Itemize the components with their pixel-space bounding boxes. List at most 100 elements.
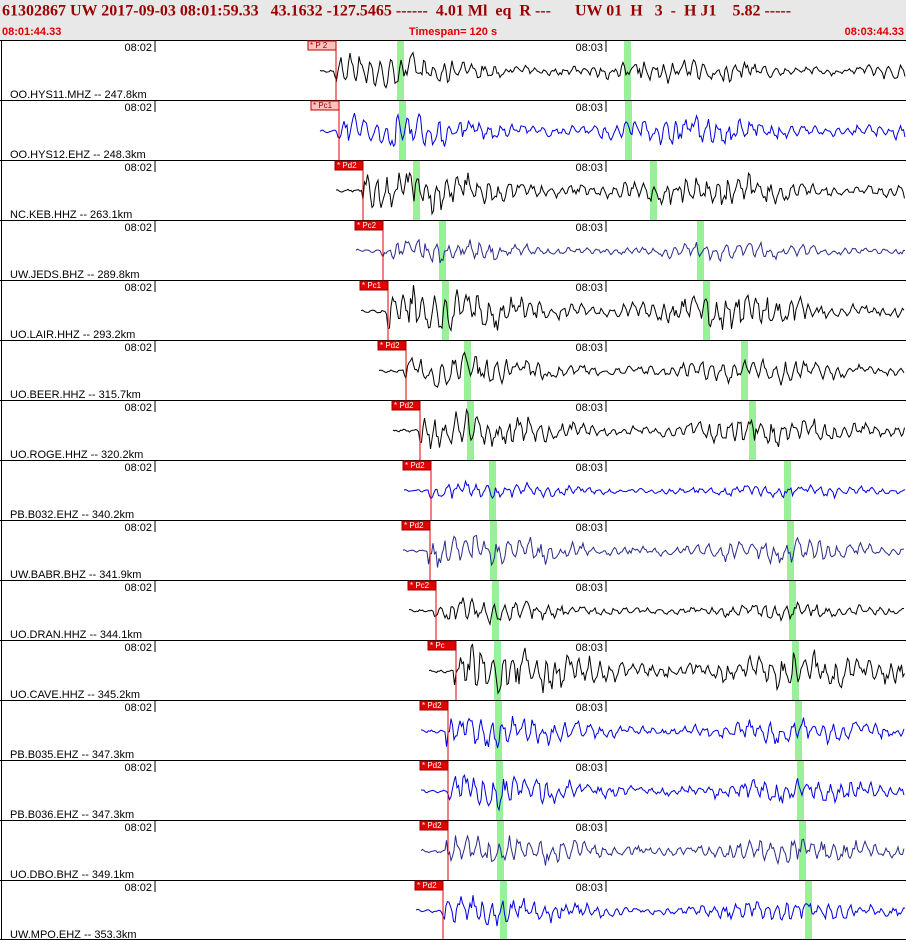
pick-box bbox=[427, 640, 457, 651]
header-bg bbox=[0, 0, 906, 40]
time-label: 08:02 bbox=[124, 42, 152, 54]
time-label: 08:03 bbox=[575, 642, 603, 654]
station-label: UW.MPO.EHZ -- 353.3km bbox=[10, 929, 137, 940]
pick-label: * Pd2 bbox=[405, 461, 425, 470]
waveform bbox=[415, 895, 906, 927]
time-label: 08:03 bbox=[575, 42, 603, 54]
pick-box bbox=[359, 280, 389, 291]
waveform bbox=[378, 351, 905, 388]
phase-marker bbox=[703, 281, 710, 340]
waveform bbox=[355, 238, 906, 264]
phase-marker bbox=[397, 41, 404, 100]
pick-label: * Pd2 bbox=[422, 701, 442, 710]
time-label: 08:02 bbox=[124, 342, 152, 354]
phase-marker bbox=[650, 161, 657, 220]
pick-label: * P 2 bbox=[310, 41, 328, 50]
phase-marker bbox=[442, 281, 449, 340]
time-label: 08:03 bbox=[575, 882, 603, 894]
pick-box bbox=[377, 340, 407, 351]
time-label: 08:02 bbox=[124, 702, 152, 714]
phase-marker bbox=[399, 101, 406, 160]
phase-marker bbox=[494, 641, 501, 700]
phase-marker bbox=[697, 221, 704, 280]
pick-label: * Pc bbox=[430, 641, 445, 650]
pick-box bbox=[419, 820, 449, 831]
station-label: PB.B035.EHZ -- 347.3km bbox=[10, 749, 134, 761]
pick-box bbox=[407, 580, 437, 591]
pick-box bbox=[391, 400, 421, 411]
phase-marker bbox=[787, 521, 794, 580]
time-label: 08:02 bbox=[124, 402, 152, 414]
waveform bbox=[392, 407, 905, 449]
pick-label: * Pd2 bbox=[337, 161, 357, 170]
pick-label: * Pc1 bbox=[362, 281, 382, 290]
time-label: 08:02 bbox=[124, 822, 152, 834]
station-label: OO.HYS12.EHZ -- 248.3km bbox=[10, 149, 146, 161]
pick-label: * Pc2 bbox=[410, 581, 430, 590]
time-label: 08:02 bbox=[124, 882, 152, 894]
phase-marker bbox=[799, 821, 806, 880]
station-label: NC.KEB.HHZ -- 263.1km bbox=[10, 209, 132, 221]
pick-label: * Pc1 bbox=[313, 101, 333, 110]
waveform bbox=[319, 112, 906, 148]
pick-label: * Pc2 bbox=[357, 221, 377, 230]
pick-box bbox=[419, 760, 449, 771]
waveform bbox=[408, 597, 905, 627]
pick-box bbox=[414, 880, 444, 891]
pick-box bbox=[307, 40, 337, 51]
start-time: 08:01:44.33 bbox=[2, 26, 61, 38]
end-time: 08:03:44.33 bbox=[845, 26, 904, 38]
phase-marker bbox=[792, 641, 799, 700]
phase-marker bbox=[625, 101, 632, 160]
time-label: 08:03 bbox=[575, 102, 603, 114]
station-label: UO.ROGE.HHZ -- 320.2km bbox=[10, 449, 143, 461]
phase-marker bbox=[500, 881, 507, 940]
station-label: PB.B032.EHZ -- 340.2km bbox=[10, 509, 134, 521]
phase-marker bbox=[467, 401, 474, 460]
station-label: PB.B036.EHZ -- 347.3km bbox=[10, 809, 134, 821]
waveform bbox=[360, 284, 905, 332]
pick-label: * Pd2 bbox=[380, 341, 400, 350]
time-label: 08:03 bbox=[575, 822, 603, 834]
pick-box bbox=[419, 700, 449, 711]
waveform bbox=[428, 643, 905, 695]
pick-box bbox=[402, 460, 432, 471]
waveform bbox=[335, 171, 905, 216]
pick-box bbox=[354, 220, 384, 231]
time-label: 08:03 bbox=[575, 582, 603, 594]
time-label: 08:02 bbox=[124, 162, 152, 174]
phase-marker bbox=[495, 701, 502, 760]
pick-label: * Pd2 bbox=[404, 521, 424, 530]
time-label: 08:02 bbox=[124, 522, 152, 534]
pick-label: * Pd2 bbox=[422, 761, 442, 770]
phase-marker bbox=[489, 461, 496, 520]
station-label: UO.CAVE.HHZ -- 345.2km bbox=[10, 689, 140, 701]
phase-marker bbox=[749, 401, 756, 460]
time-label: 08:03 bbox=[575, 462, 603, 474]
header-title: 61302867 UW 2017-09-03 08:01:59.33 43.16… bbox=[2, 3, 791, 20]
phase-marker bbox=[496, 761, 503, 820]
time-label: 08:03 bbox=[575, 342, 603, 354]
station-label: UW.JEDS.BHZ -- 289.8km bbox=[10, 269, 140, 281]
time-label: 08:03 bbox=[575, 702, 603, 714]
pick-box bbox=[334, 160, 364, 171]
phase-marker bbox=[805, 881, 812, 940]
phase-marker bbox=[795, 701, 802, 760]
time-label: 08:03 bbox=[575, 522, 603, 534]
station-label: UW.BABR.BHZ -- 341.9km bbox=[10, 569, 141, 581]
phase-marker bbox=[741, 341, 748, 400]
time-label: 08:02 bbox=[124, 762, 152, 774]
time-label: 08:02 bbox=[124, 642, 152, 654]
phase-marker bbox=[439, 221, 446, 280]
time-label: 08:02 bbox=[124, 222, 152, 234]
time-label: 08:02 bbox=[124, 282, 152, 294]
time-label: 08:03 bbox=[575, 222, 603, 234]
waveform bbox=[402, 534, 905, 568]
waveform bbox=[403, 479, 906, 500]
waveform bbox=[420, 716, 905, 749]
timespan: Timespan= 120 s bbox=[409, 26, 497, 38]
waveform bbox=[319, 51, 906, 89]
pick-label: * Pd2 bbox=[417, 881, 437, 890]
phase-marker bbox=[464, 341, 471, 400]
